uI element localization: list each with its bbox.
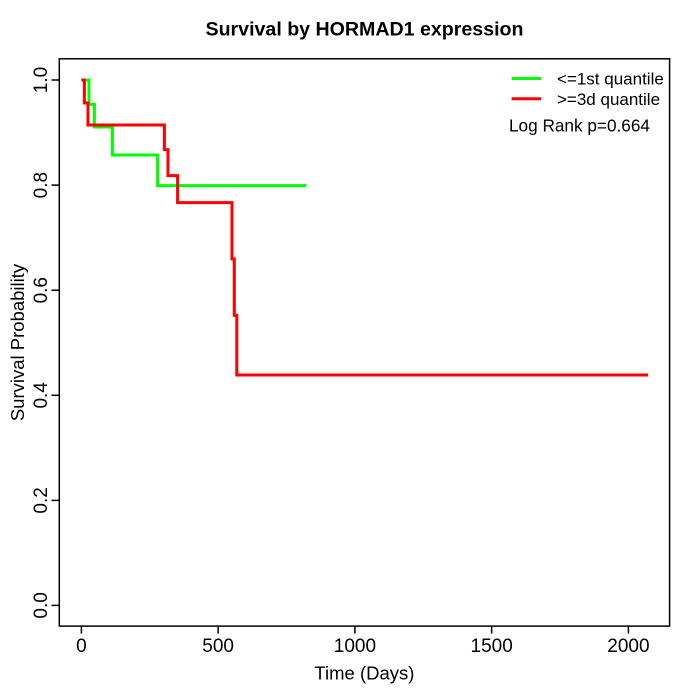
- svg-text:0.2: 0.2: [31, 487, 52, 513]
- svg-text:1500: 1500: [471, 636, 513, 657]
- svg-text:<=1st quantile: <=1st quantile: [557, 70, 664, 89]
- svg-text:0: 0: [76, 636, 87, 657]
- svg-text:Survival by HORMAD1 expression: Survival by HORMAD1 expression: [206, 19, 524, 41]
- svg-text:Log Rank p=0.664: Log Rank p=0.664: [509, 116, 650, 136]
- svg-text:Survival Probability: Survival Probability: [7, 263, 28, 421]
- svg-text:Time (Days): Time (Days): [314, 663, 414, 684]
- svg-text:>=3d quantile: >=3d quantile: [557, 90, 660, 109]
- svg-text:0.6: 0.6: [31, 277, 52, 303]
- svg-text:1.0: 1.0: [31, 67, 52, 93]
- svg-text:0.4: 0.4: [31, 382, 52, 409]
- svg-text:2000: 2000: [607, 636, 649, 657]
- svg-text:0.8: 0.8: [31, 172, 52, 198]
- svg-text:500: 500: [202, 636, 234, 657]
- svg-text:0.0: 0.0: [31, 592, 52, 618]
- svg-text:1000: 1000: [334, 636, 376, 657]
